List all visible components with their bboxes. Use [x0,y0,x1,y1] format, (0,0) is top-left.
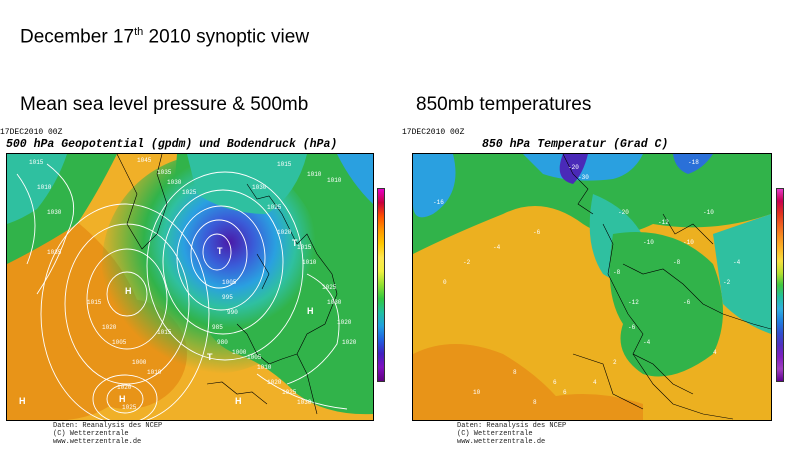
svg-text:T: T [217,246,223,256]
pressure-contour-label: 1005 [247,354,262,361]
pressure-contour-label: 990 [227,309,238,316]
pressure-contour-label: 1030 [167,179,182,186]
pressure-contour-label: 1010 [327,177,342,184]
temperature-label: 8 [533,399,537,406]
temperature-label: -6 [628,324,636,331]
pressure-contour-label: 1025 [282,389,297,396]
temperature-label: -18 [688,159,699,166]
svg-text:T: T [292,238,298,248]
temperature-label: 4 [593,379,597,386]
pressure-contour-label: 1030 [47,209,62,216]
right-map-image: -20 -30 -16 -20 -18 -10 -12 -10 -6 -4 -2 0 -8 -12 -6 -4… [412,153,772,421]
pressure-contour-label: 1010 [307,171,322,178]
pressure-contour-label: 985 [212,324,223,331]
right-map-panel: 17DEC2010 00Z 850 hPa Temperatur (Grad C… [402,128,787,450]
pressure-contour-label: 1010 [37,184,52,191]
temperature-label: -12 [658,219,669,226]
temperature-label: 2 [613,359,617,366]
temperature-label: -10 [703,209,714,216]
svg-text:H: H [119,394,126,404]
temperature-label: -16 [433,199,444,206]
pressure-contour-label: 1015 [29,159,44,166]
temperature-label: -20 [568,164,579,171]
right-subtitle: 850mb temperatures [416,94,592,115]
pressure-contour-label: 1005 [112,339,127,346]
pressure-contour-label: 1000 [132,359,147,366]
svg-text:T: T [207,352,213,362]
pressure-contour-label: 1010 [257,364,272,371]
temperature-label: -4 [493,244,501,251]
svg-text:H: H [235,396,242,406]
left-map-panel: 17DEC2010 00Z 500 hPa Geopotential (gpdm… [0,128,385,450]
right-color-legend [776,188,784,382]
pressure-contour-label: 1030 [297,399,312,406]
right-credits: Daten: Reanalysis des NCEP (C) Wetterzen… [457,422,567,446]
temperature-label: -10 [683,239,694,246]
pressure-contour-label: 1025 [267,204,282,211]
pressure-contour-label: 1015 [277,161,292,168]
temperature-label: -4 [733,259,741,266]
left-color-legend [377,188,385,382]
pressure-contour-label: 1035 [47,249,62,256]
pressure-contour-label: 1015 [87,299,102,306]
temperature-label: -30 [578,174,589,181]
svg-text:H: H [307,306,314,316]
pressure-contour-label: 1020 [342,339,357,346]
temperature-label: 4 [713,349,717,356]
temperature-label: 0 [443,279,447,286]
pressure-contour-label: 1045 [137,157,152,164]
slide-title: December 17th 2010 synoptic view [20,26,310,48]
pressure-contour-label: 1030 [252,184,267,191]
left-subtitle: Mean sea level pressure & 500mb [20,94,309,115]
temperature-label: -8 [613,269,621,276]
pressure-contour-label: 1010 [302,259,317,266]
right-date-stamp: 17DEC2010 00Z [402,128,465,137]
temperature-label: -8 [673,259,681,266]
svg-text:H: H [19,396,26,406]
temperature-label: -4 [643,339,651,346]
pressure-contour-label: 1020 [337,319,352,326]
pressure-contour-label: 1020 [277,229,292,236]
pressure-contour-label: 995 [222,294,233,301]
pressure-contour-label: 1025 [122,404,137,411]
temperature-label: 8 [513,369,517,376]
svg-text:H: H [125,286,132,296]
pressure-contour-label: 1025 [322,284,337,291]
left-credits: Daten: Reanalysis des NCEP (C) Wetterzen… [53,422,163,446]
pressure-contour-label: 1020 [117,384,132,391]
pressure-contour-label: 1015 [297,244,312,251]
pressure-contour-label: 1020 [267,379,282,386]
pressure-contour-label: 1020 [102,324,117,331]
temperature-label: -2 [723,279,731,286]
left-map-title: 500 hPa Geopotential (gpdm) und Bodendru… [6,138,338,151]
pressure-contour-label: 1030 [327,299,342,306]
pressure-contour-label: 1010 [147,369,162,376]
pressure-contour-label: 980 [217,339,228,346]
right-map-title: 850 hPa Temperatur (Grad C) [482,138,669,151]
temperature-label: -20 [618,209,629,216]
temperature-label: 6 [563,389,567,396]
left-date-stamp: 17DEC2010 00Z [0,128,63,137]
temperature-label: 10 [473,389,481,396]
pressure-contour-label: 1015 [157,329,172,336]
pressure-contour-label: 1000 [232,349,247,356]
temperature-label: -12 [628,299,639,306]
pressure-contour-label: 1035 [157,169,172,176]
temperature-label: -10 [643,239,654,246]
temperature-label: -6 [533,229,541,236]
left-map-image: H H H T T H T H 1015 1010 1030 1035 1045 1035… [6,153,374,421]
pressure-contour-label: 1025 [182,189,197,196]
temperature-label: -2 [463,259,471,266]
pressure-contour-label: 1005 [222,279,237,286]
temperature-label: -6 [683,299,691,306]
temperature-label: 6 [553,379,557,386]
